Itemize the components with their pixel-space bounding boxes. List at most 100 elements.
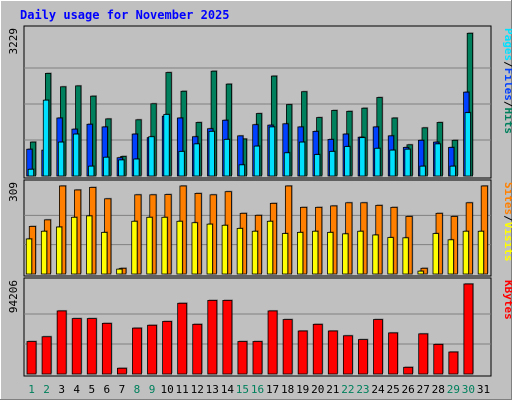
legend-separator: / (502, 215, 512, 222)
bar-pages (434, 143, 441, 177)
bar-kbytes (312, 323, 323, 375)
legend-kbytes: KBytes (502, 280, 512, 320)
day-label: 9 (149, 383, 156, 396)
bar-kbytes (177, 302, 188, 375)
bar-kbytes (327, 330, 338, 375)
bar-pages (283, 152, 291, 177)
bar-kbytes (222, 300, 233, 375)
bar-visits (312, 230, 319, 275)
bar-pages (389, 149, 396, 177)
bar-visits (251, 230, 259, 275)
bar-kbytes (147, 324, 157, 375)
chart-title: Daily usage for November 2025 (20, 8, 230, 22)
bar-visits (357, 230, 364, 275)
bar-visits (161, 216, 168, 275)
bar-visits (236, 228, 243, 275)
bar-pages (374, 147, 381, 177)
legend-visits: Visits (502, 222, 512, 262)
bar-pages (88, 165, 95, 177)
bar-kbytes (373, 319, 383, 375)
bar-kbytes (26, 341, 37, 375)
bar-pages (464, 112, 471, 177)
bar-kbytes (237, 341, 248, 375)
bar-visits (477, 230, 485, 275)
panel-kbytes: 94206 KBytes (7, 277, 512, 377)
bar-pages (238, 164, 245, 177)
day-label: 28 (432, 383, 445, 396)
bar-pages (118, 159, 125, 177)
day-label: 6 (104, 383, 111, 396)
bar-pages (419, 165, 426, 177)
bar-visits (327, 232, 334, 275)
day-label: 16 (251, 383, 264, 396)
bar-visits (206, 223, 213, 275)
bar-visits (266, 220, 274, 275)
day-label: 27 (417, 383, 430, 396)
bar-visits (221, 224, 228, 275)
day-label: 29 (447, 383, 460, 396)
bar-kbytes (162, 321, 173, 375)
bar-visits (432, 233, 439, 275)
bar-kbytes (403, 366, 414, 375)
bar-visits (372, 234, 379, 275)
day-label: 23 (356, 383, 369, 396)
bar-pages (103, 156, 110, 177)
day-label: 7 (119, 383, 126, 396)
bar-pages (268, 126, 276, 177)
bar-kbytes (463, 283, 474, 375)
bar-pages (359, 137, 366, 177)
bar-visits (116, 268, 123, 275)
side-legend: Sites/Visits (502, 182, 512, 262)
day-label: 12 (191, 383, 204, 396)
bar-pages (208, 131, 215, 177)
bar-kbytes (433, 343, 444, 375)
legend-files: Files (502, 68, 512, 101)
bar-pages (329, 151, 336, 177)
bar-kbytes (448, 351, 459, 375)
bar-visits (281, 233, 289, 275)
bar-pages (27, 168, 35, 177)
day-label: 14 (221, 383, 235, 396)
bar-kbytes (192, 323, 203, 375)
bar-pages (298, 141, 306, 177)
bar-kbytes (117, 367, 127, 375)
bar-visits (176, 220, 183, 275)
bar-visits (101, 232, 108, 275)
bar-pages (223, 139, 230, 177)
day-label: 19 (296, 383, 309, 396)
bar-pages (193, 143, 200, 177)
day-label: 22 (341, 383, 354, 396)
day-label: 13 (206, 383, 219, 396)
bar-kbytes (267, 310, 278, 375)
bar-sites (284, 185, 293, 275)
legend-separator: / (502, 61, 512, 68)
bar-pages (42, 99, 50, 177)
day-labels: 1 2 3 4 5 6 7 8 9 10 11 12 13 14 15 16 17 18 19 20 21 22 23 24 2… (28, 383, 490, 396)
bar-visits (40, 230, 48, 275)
bar-pages (449, 165, 456, 177)
bar-pages (163, 114, 170, 177)
bar-visits (146, 216, 153, 275)
bar-kbytes (342, 335, 353, 375)
bar-visits (402, 237, 409, 275)
bar-pages (253, 145, 261, 177)
bar-kbytes (41, 336, 52, 375)
bar-kbytes (101, 322, 112, 375)
ymax-label: 3229 (7, 28, 20, 55)
legend-separator: / (502, 101, 512, 108)
bar-kbytes (297, 330, 308, 375)
legend-sites: Sites (502, 182, 512, 215)
bar-visits (131, 220, 138, 275)
day-label: 30 (462, 383, 475, 396)
bar-kbytes (56, 310, 67, 375)
bar-visits (447, 239, 454, 275)
legend-pages: Pages (502, 28, 512, 61)
day-label: 31 (477, 383, 490, 396)
day-label: 5 (88, 383, 95, 396)
panel-visits-sites: 309 Sites/Visits (7, 179, 512, 277)
day-label: 8 (134, 383, 141, 396)
bar-kbytes (388, 332, 398, 375)
ymax-label: 309 (7, 182, 20, 202)
